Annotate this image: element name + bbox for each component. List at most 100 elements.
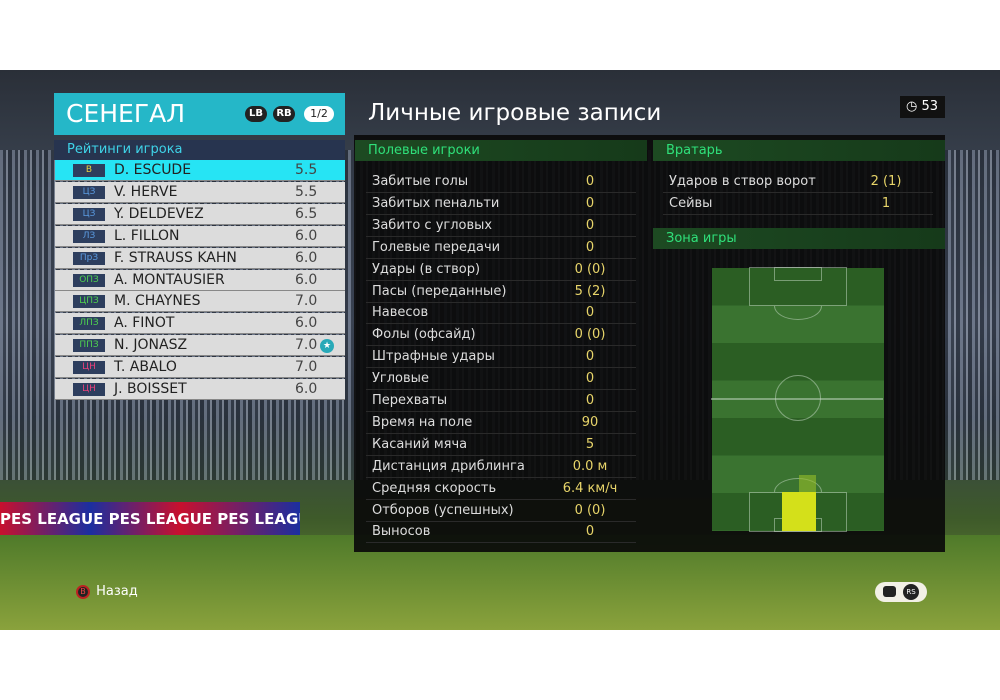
stat-value: 1	[881, 195, 891, 211]
stat-row: Фолы (офсайд) 0 (0)	[366, 324, 636, 347]
stat-label: Штрафные удары	[372, 349, 495, 365]
page-indicator: 1/2	[304, 106, 334, 122]
position-badge: ЦПЗ	[73, 295, 105, 309]
ratings-header: Рейтинги игрока	[54, 140, 345, 160]
stat-value: 0	[585, 349, 595, 365]
stat-value: 5	[585, 436, 595, 452]
stat-row: Время на поле 90	[366, 412, 636, 434]
stat-label: Перехваты	[372, 393, 448, 408]
player-rating: 6.0	[295, 381, 318, 397]
player-name: V. HERVE	[114, 183, 178, 200]
player-name: A. FINOT	[114, 315, 175, 332]
player-row[interactable]: ЦН J. BOISSET 6.0	[55, 379, 345, 400]
stat-label: Ударов в створ ворот	[669, 174, 816, 189]
stat-label: Забитые голы	[372, 174, 469, 189]
player-row[interactable]: ЛЗ L. FILLON 6.0	[55, 225, 345, 247]
stat-row: Выносов 0	[366, 521, 636, 544]
stat-row: Забитые голы 0	[366, 171, 636, 193]
player-name: M. CHAYNES	[114, 293, 201, 310]
stat-value: 0	[585, 393, 595, 408]
field-players-header: Полевые игроки	[355, 140, 647, 161]
stat-label: Время на поле	[372, 414, 473, 430]
back-label: Назад	[96, 584, 138, 599]
stat-label: Сейвы	[669, 195, 713, 211]
player-rating: 5.5	[295, 162, 318, 178]
position-badge: ОПЗ	[73, 273, 105, 287]
heat-zone-strong	[782, 492, 816, 531]
player-row[interactable]: ЛПЗ A. FINOT 6.0	[55, 313, 345, 335]
extra-buttons: RS	[875, 582, 927, 602]
player-row[interactable]: В D. ESCUDE 5.5	[55, 160, 345, 181]
stat-label: Забитых пенальти	[372, 195, 500, 211]
stat-row: Перехваты 0	[366, 390, 636, 412]
stat-value: 0 (0)	[574, 327, 606, 343]
star-icon: ★	[320, 339, 334, 354]
stat-label: Забито с угловых	[372, 217, 493, 233]
stat-label: Выносов	[372, 524, 431, 540]
player-rating: 7.0	[295, 293, 318, 310]
stat-row: Удары (в створ) 0 (0)	[366, 259, 636, 281]
stat-row: Ударов в створ ворот 2 (1)	[663, 171, 933, 193]
back-button[interactable]: B Назад	[76, 584, 138, 599]
stat-label: Средняя скорость	[372, 480, 497, 496]
stat-value: 0	[585, 195, 595, 211]
stat-row: Забитых пенальти 0	[366, 193, 636, 215]
position-badge: ЦЗ	[73, 185, 105, 199]
b-button-icon: B	[76, 584, 90, 599]
stat-row: Угловые 0	[366, 368, 636, 391]
player-rating: 6.0	[295, 271, 318, 288]
stat-row: Отборов (успешных) 0 (0)	[366, 500, 636, 522]
player-rating: 6.0	[295, 315, 318, 332]
player-rating: 7.0	[295, 337, 318, 354]
stat-label: Угловые	[372, 371, 429, 387]
player-row[interactable]: ОПЗ A. MONTAUSIER 6.0	[55, 269, 345, 291]
player-rating: 6.0	[295, 249, 318, 266]
match-timer: ◷ 53	[900, 96, 945, 118]
page-title: Личные игровые записи	[368, 100, 662, 126]
stat-value: 0	[585, 217, 595, 233]
player-row[interactable]: ЦПЗ M. CHAYNES 7.0	[55, 291, 345, 313]
position-badge: ЛПЗ	[73, 317, 105, 331]
stat-label: Отборов (успешных)	[372, 502, 514, 518]
player-row[interactable]: ЦЗ V. HERVE 5.5	[55, 181, 345, 203]
clock-icon: ◷	[906, 99, 918, 114]
stat-value: 0	[585, 371, 595, 387]
position-badge: ЛЗ	[73, 229, 105, 243]
stat-label: Фолы (офсайд)	[372, 327, 476, 343]
stat-row: Пасы (переданные) 5 (2)	[366, 281, 636, 303]
player-name: Y. DELDEVEZ	[114, 205, 204, 222]
player-row[interactable]: ПрЗ F. STRAUSS KAHN 6.0	[55, 247, 345, 269]
chat-icon[interactable]	[883, 586, 896, 597]
stat-value: 0	[585, 524, 595, 540]
player-name: A. MONTAUSIER	[114, 271, 225, 288]
stat-value: 0.0 м	[572, 458, 608, 474]
team-name: СЕНЕГАЛ	[66, 99, 185, 128]
team-header: СЕНЕГАЛ LB RB 1/2	[54, 93, 345, 135]
goalkeeper-header: Вратарь	[653, 140, 945, 161]
stat-value: 2 (1)	[870, 174, 902, 189]
lb-button[interactable]: LB	[245, 106, 267, 122]
position-badge: ЦЗ	[73, 207, 105, 221]
stat-value: 0 (0)	[574, 502, 606, 518]
rb-button[interactable]: RB	[273, 106, 295, 122]
player-row[interactable]: ППЗ N. JONASZ 7.0 ★	[55, 335, 345, 357]
position-badge: ППЗ	[73, 339, 105, 353]
position-badge: В	[73, 164, 105, 177]
stat-value: 0	[585, 305, 595, 321]
stat-row: Штрафные удары 0	[366, 346, 636, 369]
player-name: D. ESCUDE	[114, 162, 192, 178]
stat-row: Забито с угловых 0	[366, 215, 636, 237]
heat-zone-light	[799, 475, 816, 492]
player-row[interactable]: ЦН T. ABALO 7.0	[55, 357, 345, 379]
stat-label: Удары (в створ)	[372, 261, 481, 277]
stat-label: Дистанция дриблинга	[372, 458, 525, 474]
player-rating: 7.0	[295, 359, 318, 376]
player-rating: 5.5	[295, 183, 318, 200]
position-badge: ЦН	[73, 361, 105, 375]
play-zone-header: Зона игры	[653, 228, 945, 249]
player-name: N. JONASZ	[114, 337, 188, 354]
stat-value: 0	[585, 174, 595, 189]
stat-row: Средняя скорость 6.4 км/ч	[366, 478, 636, 500]
player-row[interactable]: ЦЗ Y. DELDEVEZ 6.5	[55, 203, 345, 225]
rs-button-icon[interactable]: RS	[903, 584, 919, 600]
